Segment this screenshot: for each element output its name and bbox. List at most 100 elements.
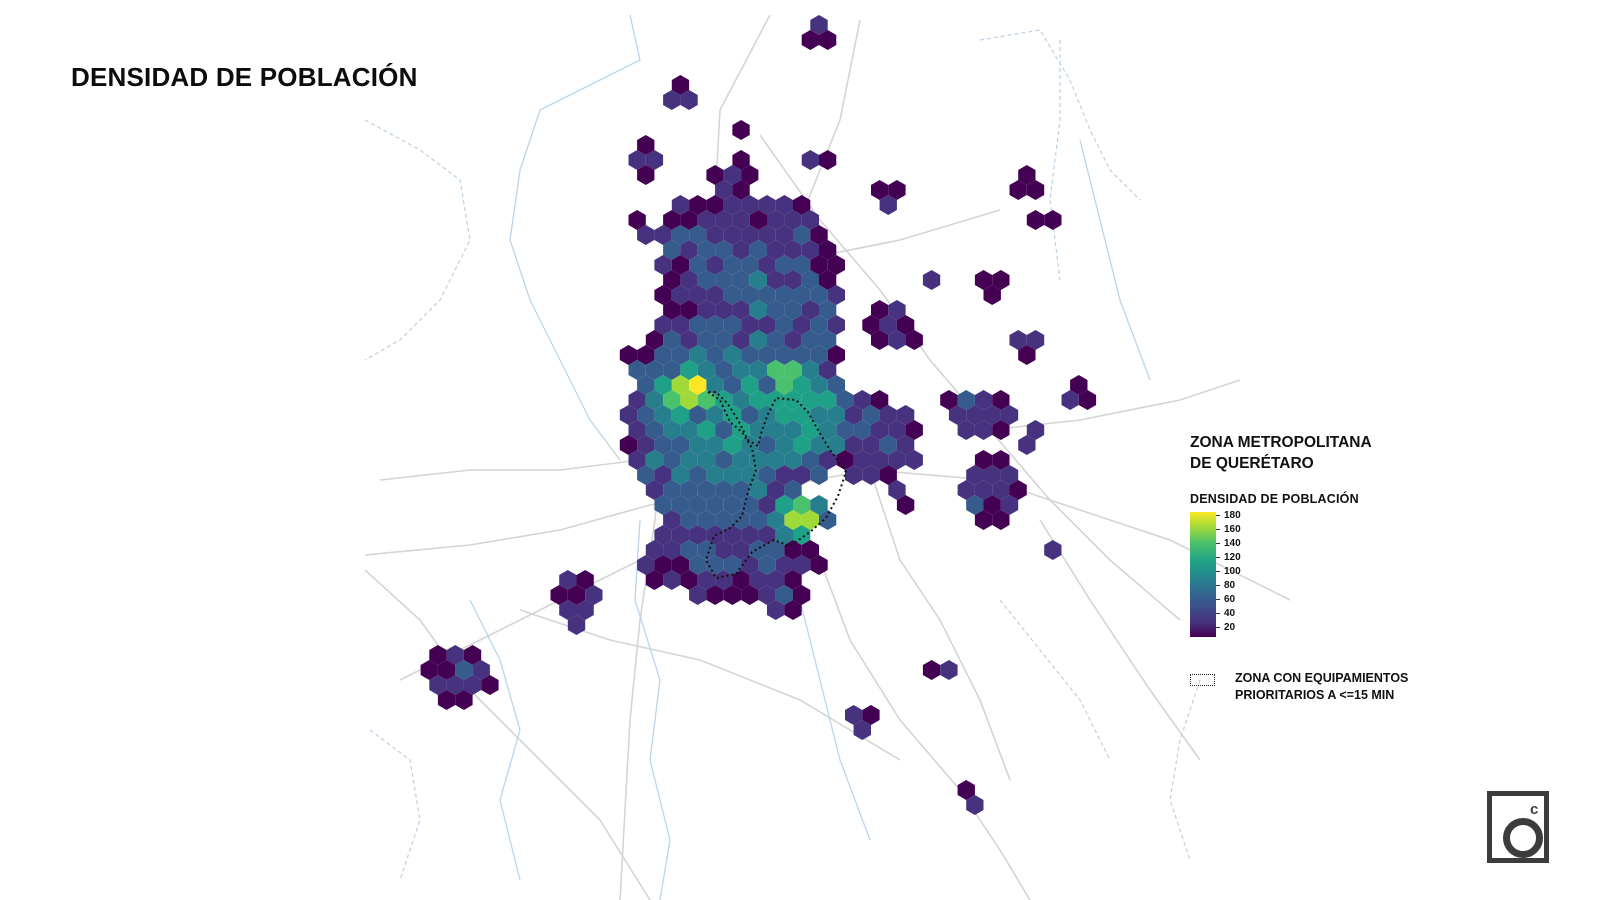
density-hex xyxy=(992,270,1010,290)
density-hex xyxy=(663,390,681,410)
density-hex xyxy=(862,435,880,455)
density-hex xyxy=(567,585,586,605)
density-hex xyxy=(862,405,880,425)
density-hex xyxy=(585,585,603,605)
density-hex xyxy=(671,375,690,395)
density-hex xyxy=(706,435,724,455)
density-hex xyxy=(654,465,672,485)
density-hex xyxy=(862,315,880,335)
density-hex xyxy=(1044,540,1062,560)
density-hex xyxy=(767,360,785,380)
density-hex xyxy=(645,570,664,590)
density-hex xyxy=(463,645,482,665)
density-hex xyxy=(671,255,690,275)
colorbar-tick: 140 xyxy=(1216,539,1241,549)
density-hex xyxy=(680,450,698,470)
density-hex xyxy=(793,585,811,605)
density-hex xyxy=(732,570,750,590)
logo-letter: c xyxy=(1530,801,1539,818)
density-hex xyxy=(888,420,906,440)
density-hex xyxy=(940,660,958,680)
density-hex xyxy=(741,585,759,605)
density-hex xyxy=(758,375,776,395)
density-hex xyxy=(758,465,776,485)
density-hex xyxy=(966,795,984,815)
density-hex xyxy=(706,525,724,545)
density-hex xyxy=(741,465,759,485)
density-hex xyxy=(767,510,785,530)
density-hex xyxy=(732,210,750,230)
density-hex xyxy=(637,465,655,485)
density-hex xyxy=(749,330,767,350)
density-hex xyxy=(758,195,776,215)
density-hex xyxy=(801,150,819,170)
density-hex xyxy=(732,450,750,470)
river xyxy=(509,14,641,461)
municipal-boundary xyxy=(999,599,1111,761)
density-hex xyxy=(836,450,854,470)
density-hex xyxy=(871,300,889,320)
density-hex xyxy=(793,285,811,305)
density-hex xyxy=(645,480,664,500)
density-hex xyxy=(645,450,664,470)
density-hex xyxy=(853,720,871,740)
density-hex xyxy=(732,300,750,320)
density-hex xyxy=(706,585,724,605)
density-hex xyxy=(767,270,785,290)
density-hex xyxy=(974,420,993,440)
density-hex xyxy=(1009,330,1027,350)
density-hex xyxy=(706,285,724,305)
density-hex xyxy=(871,390,889,410)
density-hex xyxy=(853,390,871,410)
density-hex xyxy=(671,75,690,95)
density-hex xyxy=(767,540,785,560)
density-hex xyxy=(767,210,785,230)
road xyxy=(1039,519,1201,761)
density-hex xyxy=(723,465,742,485)
density-hex xyxy=(671,195,690,215)
density-hex xyxy=(767,480,785,500)
density-hex xyxy=(801,240,819,260)
density-hex xyxy=(922,660,941,680)
density-hex xyxy=(663,420,681,440)
density-hex xyxy=(680,570,698,590)
road xyxy=(869,469,1011,781)
density-hex xyxy=(689,435,707,455)
density-hex xyxy=(767,420,785,440)
boundary-layer xyxy=(364,29,1201,881)
density-hex xyxy=(654,255,672,275)
density-hex xyxy=(810,315,828,335)
density-hex xyxy=(775,195,793,215)
density-hex xyxy=(793,465,811,485)
map-title: DENSIDAD DE POBLACIÓN xyxy=(71,62,418,92)
density-hex xyxy=(758,585,776,605)
density-hex xyxy=(775,465,793,485)
density-hex xyxy=(819,330,837,350)
density-hex xyxy=(689,405,707,425)
density-hex xyxy=(741,435,759,455)
municipal-boundary xyxy=(1049,40,1061,281)
density-hex xyxy=(845,705,863,725)
density-hex xyxy=(437,660,456,680)
legend-title-line1: ZONA METROPOLITANA xyxy=(1190,434,1372,451)
density-hex xyxy=(559,600,577,620)
density-hex xyxy=(715,450,733,470)
density-hex xyxy=(758,345,776,365)
density-hex xyxy=(819,510,837,530)
logo-ring xyxy=(1503,818,1543,858)
density-hex xyxy=(810,465,828,485)
legend: ZONA METROPOLITANA DE QUERÉTARO DENSIDAD… xyxy=(1190,432,1490,704)
density-hex xyxy=(827,435,845,455)
density-hex xyxy=(680,510,698,530)
density-hex xyxy=(819,420,837,440)
density-hex xyxy=(801,270,819,290)
density-hex xyxy=(723,345,742,365)
density-hex xyxy=(689,345,707,365)
density-hex xyxy=(732,330,750,350)
density-hex xyxy=(741,315,759,335)
density-hex xyxy=(697,450,716,470)
density-hex xyxy=(888,300,906,320)
density-hex xyxy=(957,780,975,800)
